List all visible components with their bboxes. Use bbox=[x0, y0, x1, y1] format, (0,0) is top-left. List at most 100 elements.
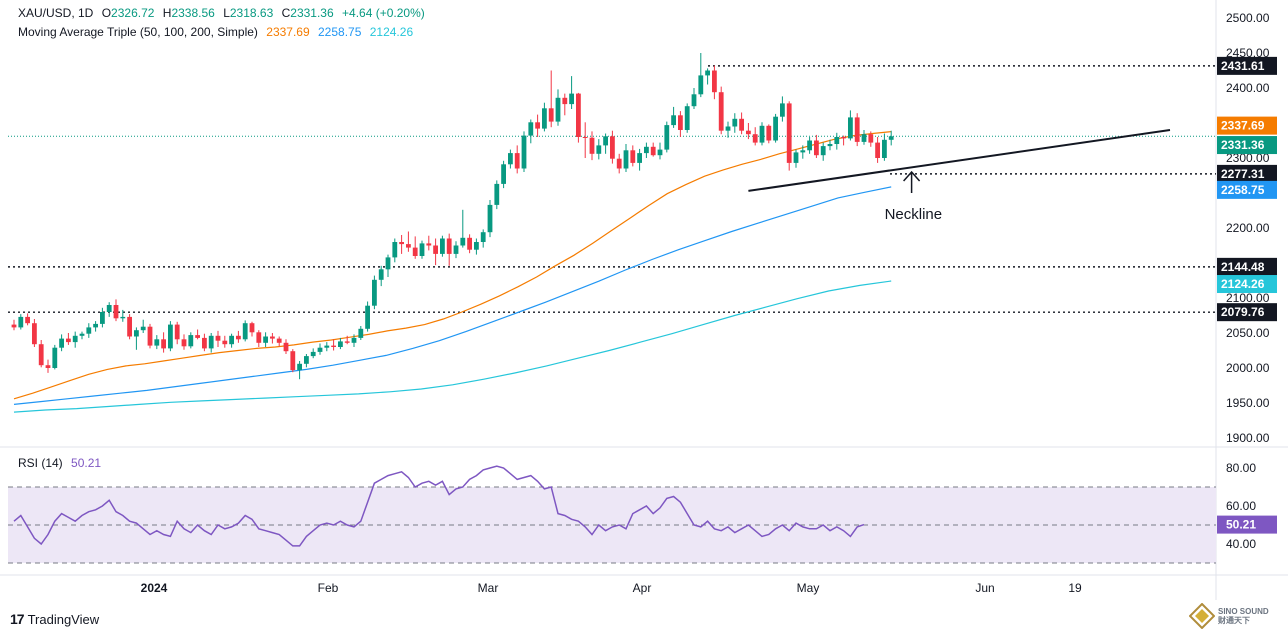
price-tick-label: 1950.00 bbox=[1226, 396, 1270, 410]
candle-body bbox=[433, 245, 438, 254]
price-tick-label: 2450.00 bbox=[1226, 46, 1270, 60]
candle-body bbox=[446, 238, 452, 254]
candle-body bbox=[72, 335, 78, 343]
rsi-tick-label: 40.00 bbox=[1226, 537, 1256, 551]
candle-body bbox=[174, 324, 180, 340]
rsi-tick-label: 80.00 bbox=[1226, 461, 1256, 475]
candle-body bbox=[698, 75, 704, 95]
candle-body bbox=[249, 323, 255, 333]
candle-body bbox=[793, 152, 799, 163]
tradingview-logo-icon: 17 bbox=[10, 611, 25, 627]
high-label: H bbox=[162, 6, 172, 20]
candle-body bbox=[766, 125, 772, 141]
candle-body bbox=[759, 125, 765, 143]
candle-body bbox=[38, 344, 44, 366]
open-label: O bbox=[101, 6, 112, 20]
level-tag-bg bbox=[1217, 257, 1277, 276]
candle-body bbox=[562, 97, 568, 105]
low-value: 2318.63 bbox=[229, 6, 274, 20]
price-tick-label: 2400.00 bbox=[1226, 81, 1270, 95]
sino-sound-watermark: SINO SOUND 财通天下 bbox=[1189, 603, 1269, 629]
candle-body bbox=[650, 146, 656, 156]
candle-body bbox=[814, 140, 819, 156]
ma100-value: 2258.75 bbox=[318, 25, 362, 39]
candle-body bbox=[168, 324, 173, 349]
candle-body bbox=[188, 335, 194, 347]
candle-body bbox=[215, 335, 221, 341]
candle-body bbox=[365, 305, 370, 329]
time-tick-label: Mar bbox=[478, 581, 499, 595]
candle-body bbox=[848, 117, 853, 139]
candle-body bbox=[521, 135, 527, 169]
candle-body bbox=[52, 347, 58, 368]
candle-body bbox=[820, 146, 826, 156]
candle-body bbox=[297, 363, 302, 371]
price-tick-label: 2100.00 bbox=[1226, 291, 1270, 305]
candlesticks bbox=[11, 53, 894, 380]
candle-body bbox=[392, 242, 398, 258]
candle-body bbox=[480, 232, 486, 242]
candle-body bbox=[705, 70, 710, 76]
candle-body bbox=[412, 247, 418, 256]
candle-body bbox=[195, 335, 200, 338]
ma-100-line bbox=[13, 186, 892, 405]
price-tag-bg bbox=[1217, 136, 1277, 155]
tradingview-logo[interactable]: 17 TradingView bbox=[10, 611, 99, 627]
time-axis: 2024 Feb Mar Apr May Jun 19 bbox=[141, 581, 1082, 595]
high-value: 2338.56 bbox=[171, 6, 215, 20]
ma-legend: Moving Average Triple (50, 100, 200, Sim… bbox=[18, 25, 418, 39]
candle-body bbox=[304, 356, 309, 364]
symbol-label: XAU/USD, 1D bbox=[18, 6, 94, 20]
candle-body bbox=[147, 326, 153, 346]
candle-body bbox=[66, 338, 71, 343]
candle-body bbox=[331, 345, 336, 347]
candle-body bbox=[372, 279, 377, 306]
price-tick-label: 2200.00 bbox=[1226, 221, 1270, 235]
time-tick-label: 2024 bbox=[141, 581, 168, 595]
candle-body bbox=[222, 340, 228, 345]
candle-body bbox=[528, 122, 534, 136]
candle-body bbox=[589, 137, 595, 154]
candle-body bbox=[399, 242, 404, 245]
candle-body bbox=[310, 351, 316, 357]
candle-body bbox=[236, 335, 241, 340]
tradingview-wordmark: TradingView bbox=[27, 611, 100, 627]
price-tick-label: 1900.00 bbox=[1226, 431, 1270, 445]
time-tick-label: Feb bbox=[318, 581, 339, 595]
rsi-value: 50.21 bbox=[71, 456, 102, 470]
candle-body bbox=[79, 333, 85, 336]
candle-body bbox=[385, 257, 391, 270]
rsi-tag-bg bbox=[1217, 515, 1277, 534]
candle-body bbox=[773, 116, 778, 141]
candle-body bbox=[548, 108, 554, 122]
candle-body bbox=[576, 93, 581, 137]
candle-body bbox=[610, 136, 615, 159]
candle-body bbox=[875, 142, 880, 158]
candle-body bbox=[440, 238, 445, 254]
candle-body bbox=[596, 145, 602, 154]
level-tag-bg bbox=[1217, 164, 1277, 183]
candle-body bbox=[508, 153, 513, 165]
candle-body bbox=[494, 183, 500, 205]
neckline-trendline bbox=[748, 129, 1171, 192]
price-tick-label: 2000.00 bbox=[1226, 361, 1270, 375]
ma200-value: 2124.26 bbox=[369, 25, 414, 39]
price-tag-bg bbox=[1217, 116, 1277, 135]
level-tag-label: 2277.31 bbox=[1221, 167, 1265, 181]
candle-body bbox=[671, 115, 676, 126]
candle-body bbox=[827, 144, 833, 147]
candle-body bbox=[351, 337, 357, 343]
ohlc-open: O2326.72 bbox=[102, 6, 155, 20]
ohlc-close: C2331.36 bbox=[282, 6, 334, 20]
candle-body bbox=[208, 335, 214, 349]
rsi-legend: RSI (14) 50.21 bbox=[18, 456, 106, 470]
candle-body bbox=[535, 122, 540, 129]
price-tag-label: 2124.26 bbox=[1221, 277, 1265, 291]
rsi-line bbox=[13, 465, 865, 547]
candle-body bbox=[256, 332, 262, 343]
watermark-text: SINO SOUND 财通天下 bbox=[1218, 607, 1269, 625]
price-tag-bg bbox=[1217, 180, 1277, 199]
candle-body bbox=[86, 327, 92, 334]
candle-body bbox=[684, 106, 690, 130]
